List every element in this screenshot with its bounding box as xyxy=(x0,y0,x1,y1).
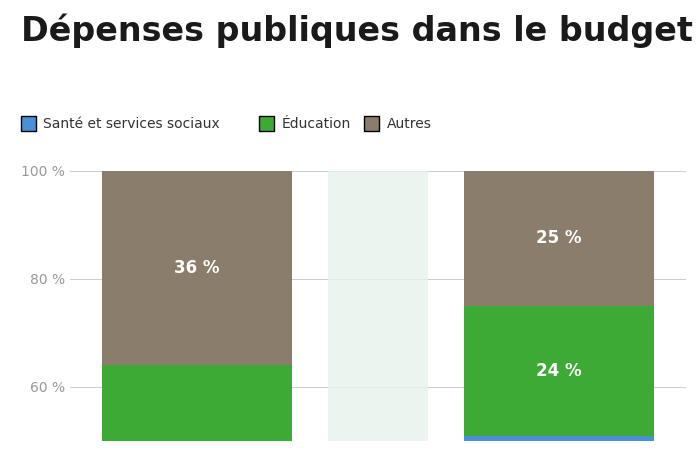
Bar xyxy=(102,365,292,450)
Text: 25 %: 25 % xyxy=(536,230,582,248)
Text: 24 %: 24 % xyxy=(536,362,582,380)
Text: Autres: Autres xyxy=(386,117,431,131)
Bar xyxy=(102,171,292,365)
Text: Santé et services sociaux: Santé et services sociaux xyxy=(43,117,220,131)
Text: Dépenses publiques dans le budget: Dépenses publiques dans le budget xyxy=(21,14,693,48)
Bar xyxy=(328,446,428,450)
Text: 36 %: 36 % xyxy=(174,259,220,277)
Text: Éducation: Éducation xyxy=(281,117,351,131)
Bar xyxy=(464,306,654,436)
Bar xyxy=(464,436,654,450)
Bar xyxy=(328,171,428,446)
Bar xyxy=(464,171,654,306)
